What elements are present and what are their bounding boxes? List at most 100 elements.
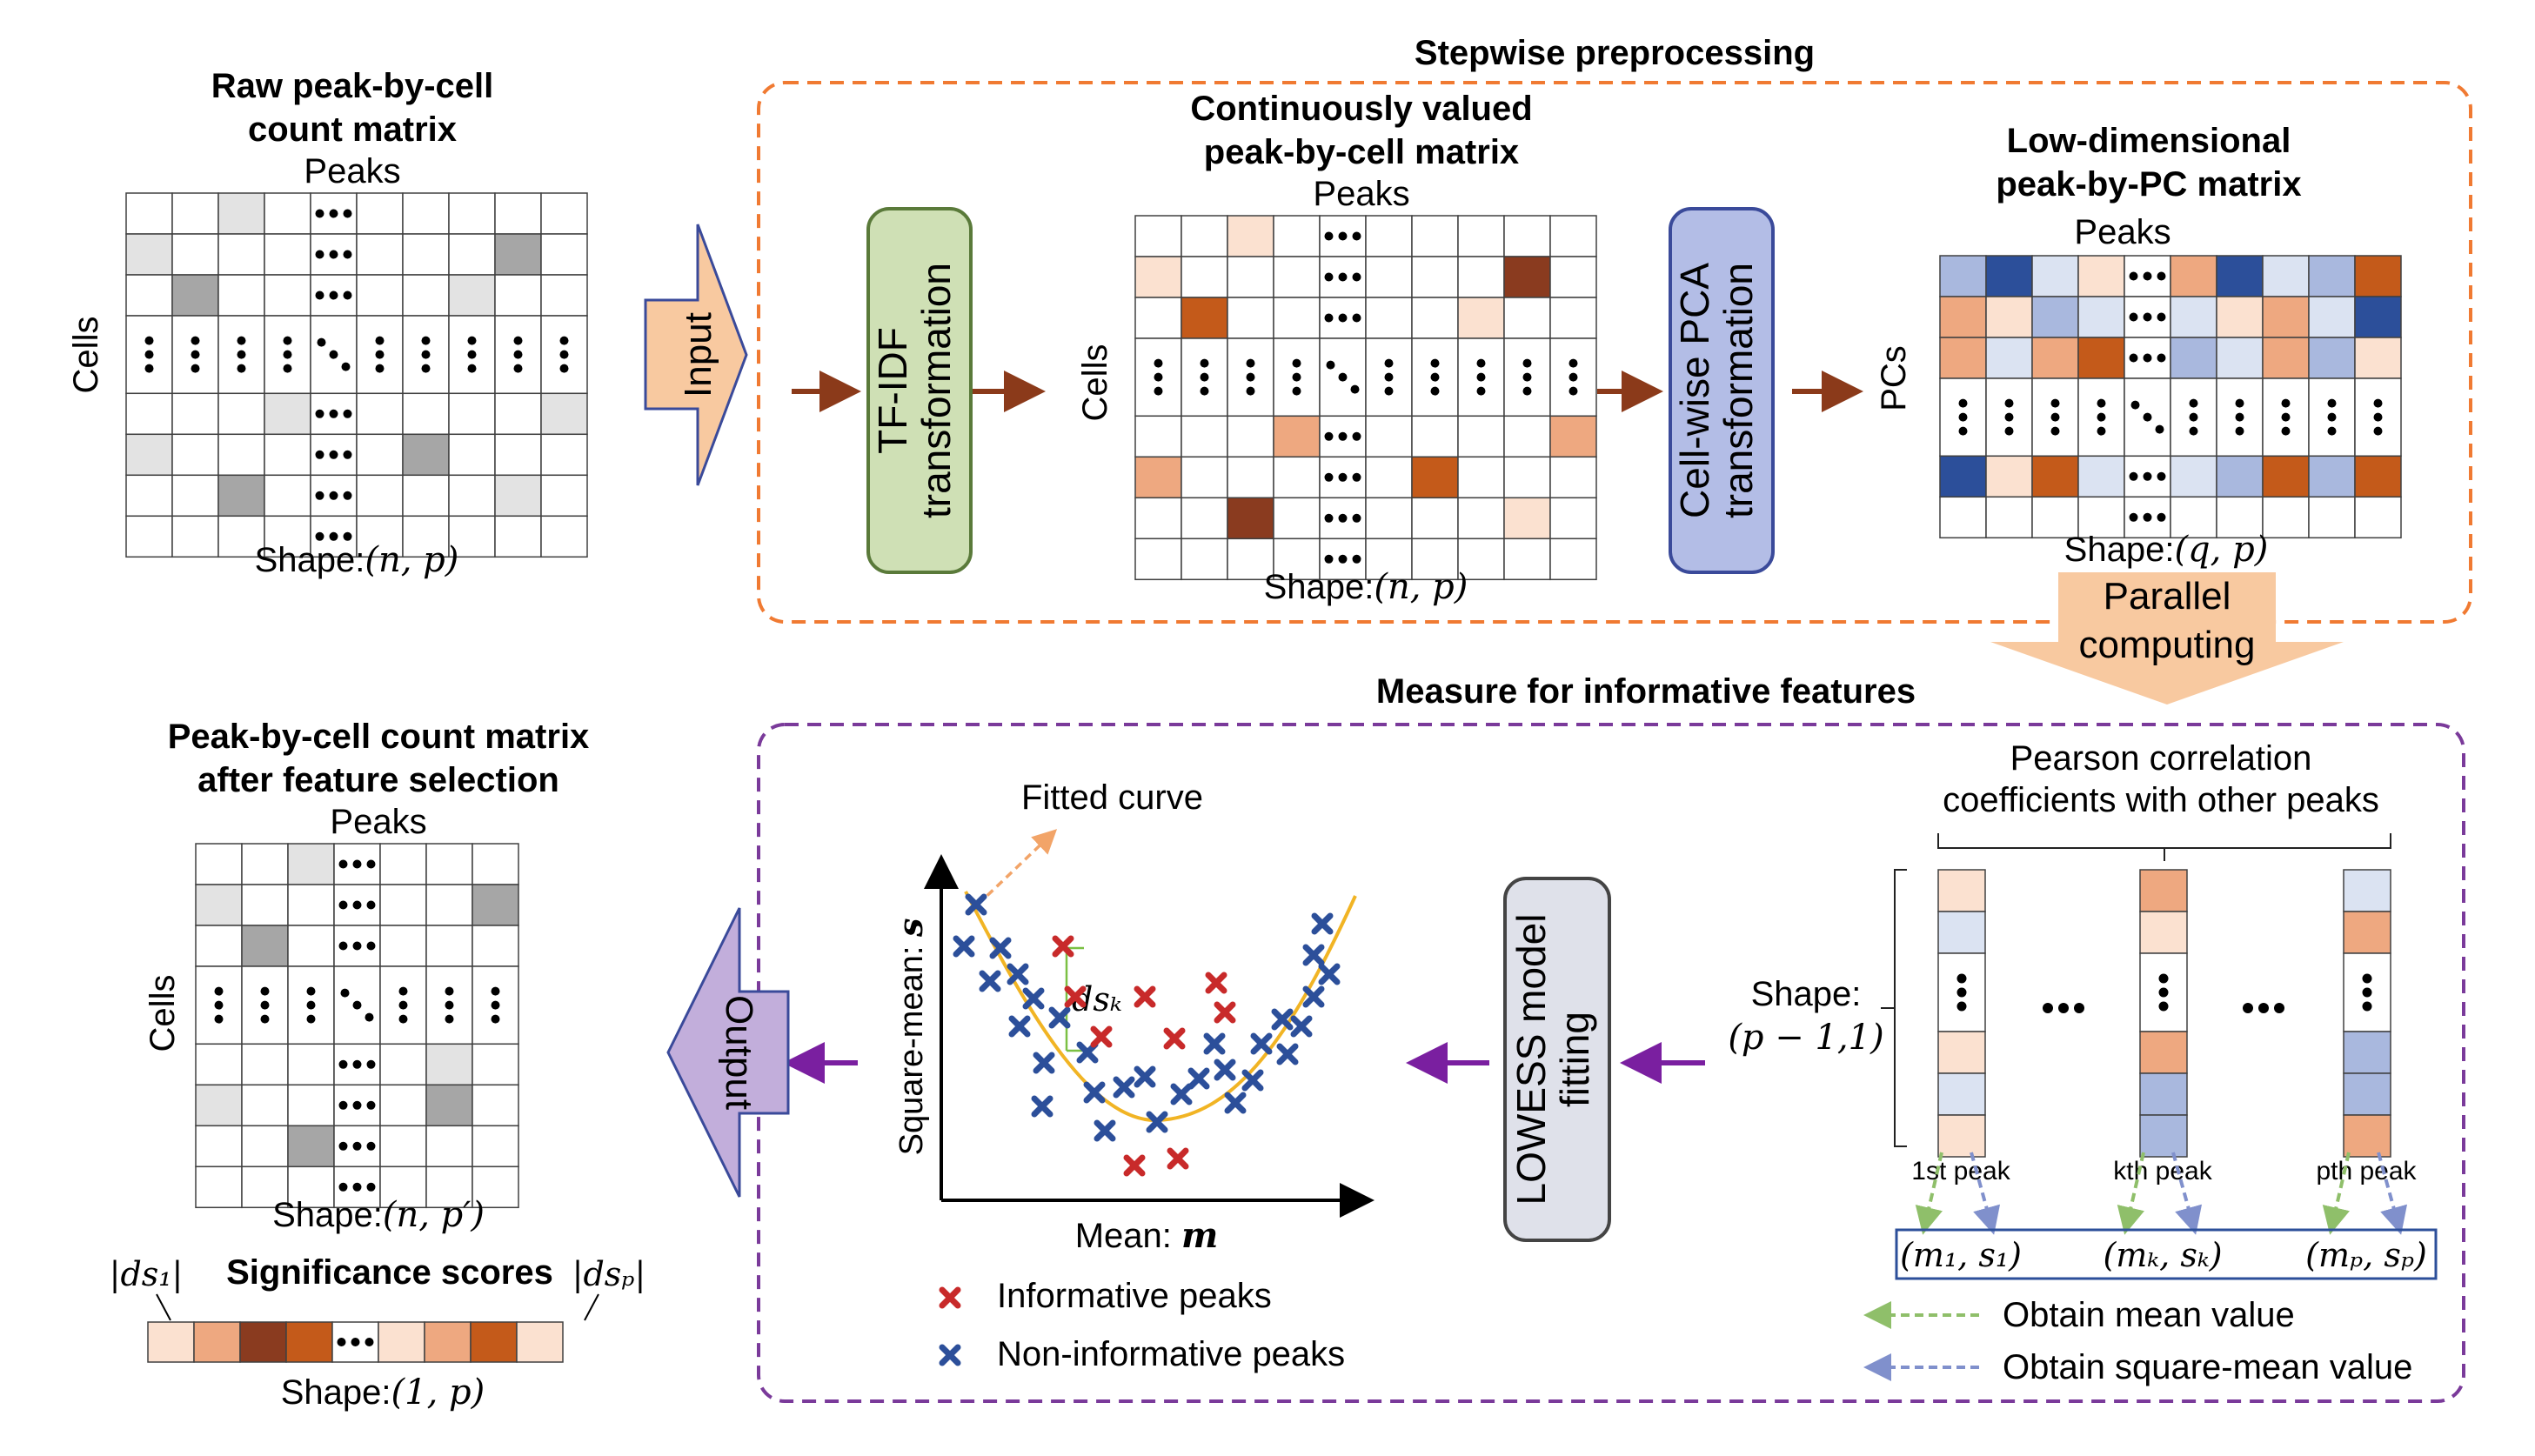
raw-cell — [448, 392, 496, 436]
out-cell — [472, 1043, 519, 1086]
out-cell — [472, 1125, 519, 1168]
out-cell — [287, 1165, 335, 1209]
raw-matrix-title-line2: count matrix — [248, 110, 457, 149]
pearson-cell — [1937, 911, 1986, 954]
legend-informative-label: Informative peaks — [997, 1277, 1272, 1315]
cont-cell — [1134, 415, 1182, 458]
pearson-cell — [2139, 869, 2188, 912]
cont-cell — [1134, 215, 1182, 257]
raw-cell — [171, 192, 219, 235]
non-informative-point — [1134, 1065, 1156, 1088]
lowdim-title-line2: peak-by-PC matrix — [1996, 165, 2301, 204]
score-cell — [193, 1321, 241, 1363]
non-informative-point — [1083, 1081, 1106, 1104]
cont-cell — [1227, 256, 1274, 298]
pearson-cell — [1937, 1114, 1986, 1158]
pair-1: (m₁, s₁) — [1900, 1236, 2022, 1274]
non-informative-point — [1214, 1059, 1236, 1081]
pc-cell — [2077, 255, 2125, 297]
cont-cell — [1503, 415, 1551, 458]
informative-point — [1090, 1025, 1113, 1048]
raw-cell — [171, 274, 219, 317]
cont-cell — [1411, 497, 1459, 540]
pc-cell — [1939, 255, 1987, 297]
out-cell — [472, 925, 519, 967]
cont-cell — [1134, 297, 1182, 339]
cont-cell — [1457, 415, 1505, 458]
output-peaks-label: Peaks — [330, 803, 426, 841]
out-cell — [241, 1165, 289, 1209]
out-cell — [241, 925, 289, 967]
cont-cell — [1365, 256, 1413, 298]
non-informative-point — [1241, 1069, 1264, 1092]
out-cell — [379, 884, 427, 926]
informative-point — [1123, 1154, 1146, 1177]
raw-cell — [402, 274, 450, 317]
cont-cell — [1273, 497, 1321, 540]
pc-cell — [2216, 296, 2264, 338]
pair-k: (mₖ, sₖ) — [2103, 1236, 2222, 1274]
pc-cell — [1939, 455, 1987, 498]
out-cell — [379, 843, 427, 885]
pc-cell — [2308, 455, 2356, 498]
output-matrix-grid — [195, 843, 519, 1209]
non-informative-point — [1146, 1111, 1168, 1133]
pc-cell — [2262, 337, 2310, 379]
raw-cell — [494, 515, 542, 558]
cont-cell — [1134, 456, 1182, 499]
raw-cell — [402, 515, 450, 558]
output-label: Output — [718, 995, 760, 1110]
informative-point — [1064, 985, 1087, 1008]
pc-cell — [2031, 296, 2079, 338]
pc-cell — [1985, 255, 2033, 297]
non-informative-point — [953, 935, 975, 958]
lowdim-matrix-grid — [1939, 255, 2402, 539]
raw-cell — [540, 515, 588, 558]
informative-point — [1134, 985, 1156, 1008]
raw-matrix-cells-label: Cells — [67, 317, 105, 394]
raw-cell — [540, 233, 588, 276]
cont-cell — [1227, 456, 1274, 499]
cont-cell — [1273, 256, 1321, 298]
output-cells-label: Cells — [144, 975, 182, 1052]
raw-cell — [494, 233, 542, 276]
cont-cell — [1549, 415, 1597, 458]
out-cell — [195, 1043, 243, 1086]
cont-cell — [1411, 538, 1459, 581]
pc-cell — [2308, 255, 2356, 297]
raw-cell — [448, 474, 496, 518]
pc-cell — [2216, 496, 2264, 539]
cont-cell — [1134, 497, 1182, 540]
cont-cell — [1181, 256, 1228, 298]
non-informative-point — [1033, 1052, 1055, 1074]
lowess-label-line2: fitting — [1552, 1012, 1597, 1107]
out-cell — [379, 1165, 427, 1209]
pc-cell — [2308, 337, 2356, 379]
cont-cell — [1181, 456, 1228, 499]
out-cell — [379, 1084, 427, 1127]
raw-cell — [217, 233, 265, 276]
pc-cell — [2170, 496, 2217, 539]
non-informative-point — [1290, 1015, 1313, 1038]
cont-cell — [1457, 497, 1505, 540]
legend-square-mean-label: Obtain square-mean value — [2003, 1348, 2412, 1386]
out-cell — [287, 843, 335, 885]
raw-cell — [494, 192, 542, 235]
raw-cell — [125, 515, 173, 558]
plot-x-label: Mean: m — [1075, 1215, 1219, 1256]
input-label: Input — [677, 312, 719, 397]
non-informative-point — [1031, 1095, 1053, 1118]
out-cell — [425, 843, 473, 885]
cont-cell — [1273, 215, 1321, 257]
tfidf-transformation-box: TF-IDF transformation — [866, 207, 973, 574]
raw-cell — [402, 192, 450, 235]
stepwise-panel-title: Stepwise preprocessing — [1415, 34, 1815, 72]
raw-cell — [125, 192, 173, 235]
pc-cell — [2308, 296, 2356, 338]
cellwise-pca-box: Cell-wise PCA transformation — [1669, 207, 1775, 574]
out-cell — [287, 1084, 335, 1127]
pearson-cell — [1937, 1031, 1986, 1074]
pearson-brace — [1937, 833, 2391, 861]
out-cell — [425, 884, 473, 926]
mean-square-pairs-box — [1895, 1228, 2438, 1280]
